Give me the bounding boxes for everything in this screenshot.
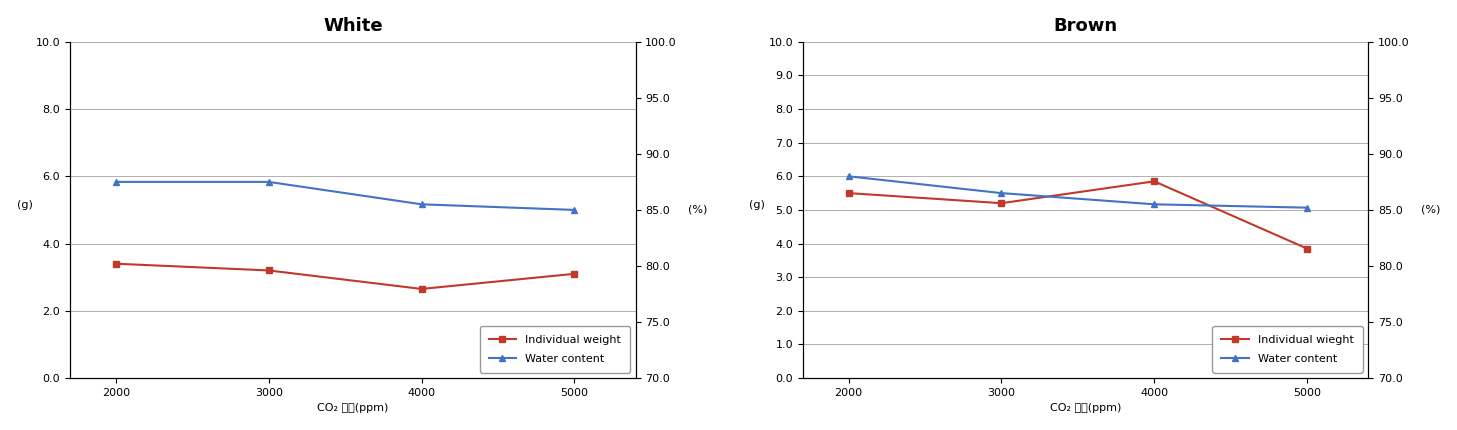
Legend: Individual wieght, Water content: Individual wieght, Water content — [1212, 326, 1362, 372]
Individual wieght — [1298, 246, 1316, 251]
Water content — [108, 179, 125, 184]
Legend: Individual weight, Water content: Individual weight, Water content — [479, 326, 629, 372]
Line: Water content: Water content — [845, 173, 1310, 211]
Water content — [259, 179, 277, 184]
Individual weight — [259, 268, 277, 273]
Water content — [412, 202, 430, 207]
Water content — [839, 174, 857, 179]
Line: Individual wieght: Individual wieght — [845, 178, 1310, 252]
Water content — [565, 207, 583, 212]
X-axis label: CO₂ 농도(ppm): CO₂ 농도(ppm) — [1049, 403, 1120, 413]
Individual wieght — [1145, 179, 1163, 184]
X-axis label: CO₂ 농도(ppm): CO₂ 농도(ppm) — [318, 403, 389, 413]
Water content — [992, 190, 1010, 196]
Individual weight — [108, 261, 125, 266]
Title: Brown: Brown — [1053, 17, 1118, 35]
Y-axis label: (g): (g) — [16, 200, 32, 210]
Title: White: White — [323, 17, 383, 35]
Text: (%): (%) — [1421, 205, 1441, 215]
Text: (%): (%) — [688, 205, 708, 215]
Individual wieght — [992, 201, 1010, 206]
Water content — [1298, 205, 1316, 210]
Water content — [1145, 202, 1163, 207]
Y-axis label: (g): (g) — [749, 200, 765, 210]
Line: Water content: Water content — [112, 178, 578, 213]
Individual weight — [565, 271, 583, 276]
Individual weight — [412, 286, 430, 292]
Line: Individual weight: Individual weight — [112, 260, 578, 292]
Individual wieght — [839, 190, 857, 196]
